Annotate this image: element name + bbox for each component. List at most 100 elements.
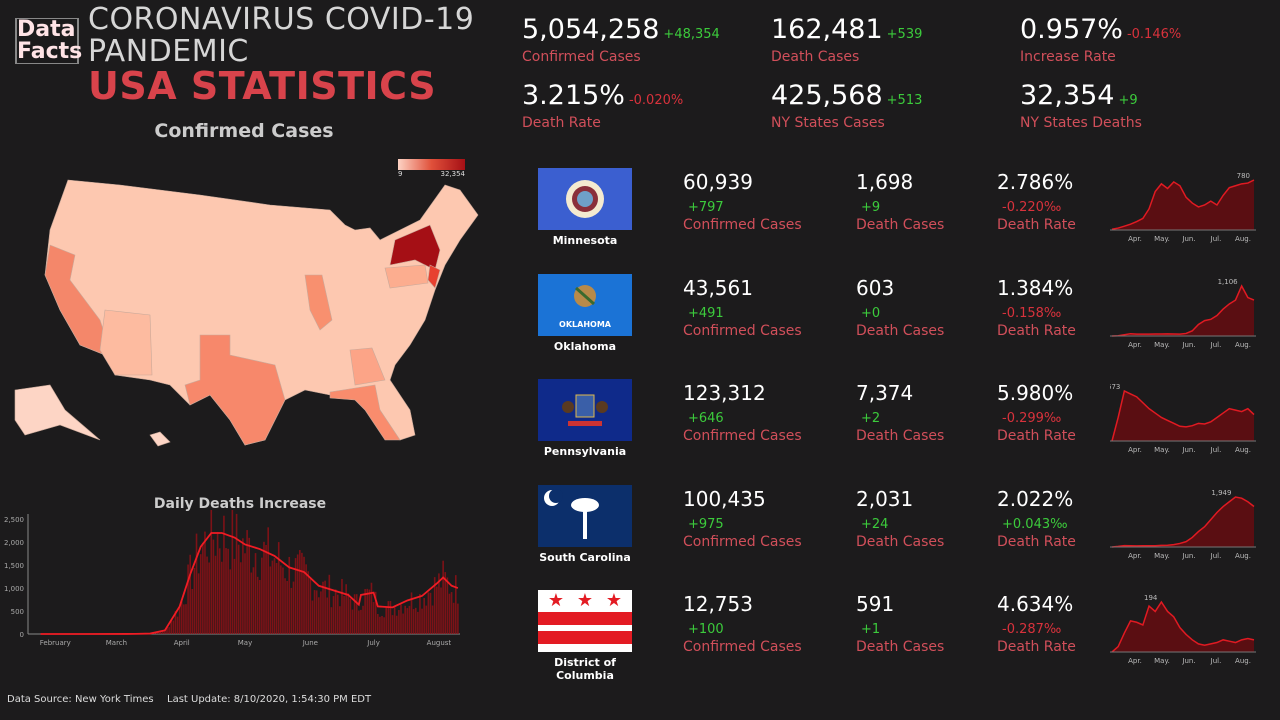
daily-death-bar	[223, 515, 225, 634]
sparkline-month-label: Aug.	[1235, 341, 1251, 349]
svg-text:★: ★	[606, 590, 622, 611]
daily-death-bar	[387, 601, 390, 634]
daily-death-bar	[303, 556, 305, 634]
daily-death-bar	[164, 629, 166, 634]
state-stat-delta: -0.299‰	[1002, 411, 1062, 426]
daily-death-bar	[189, 554, 191, 634]
daily-death-bar	[400, 604, 402, 634]
daily-death-bar	[355, 594, 358, 634]
state-name: Pennsylvania	[543, 445, 627, 458]
stat-value: 32,354	[1020, 80, 1115, 111]
state-stat-delta: +9	[861, 200, 881, 215]
daily-death-bar	[368, 589, 371, 634]
state-row[interactable]: ★ ★ ★ District of Columbia 12,753 +100 Confir…	[530, 590, 1270, 695]
usa-choropleth-map[interactable]	[0, 170, 490, 455]
daily-death-bar	[404, 605, 406, 634]
stat-label: NY States Cases	[771, 115, 885, 131]
daily-death-bar	[349, 598, 352, 634]
state-stat-label: Death Rate	[997, 428, 1076, 444]
stat-value: 162,481	[771, 14, 883, 45]
state-stat-label: Death Cases	[856, 639, 945, 655]
x-tick-label: March	[106, 639, 127, 647]
x-tick-label: May	[238, 639, 252, 647]
daily-death-bar	[231, 510, 234, 634]
state-name: South Carolina	[539, 550, 631, 564]
daily-death-bar	[193, 568, 196, 634]
state-row[interactable]: Minnesota 60,939 +797 Confirmed Cases 1,698 +…	[530, 168, 1270, 273]
daily-death-bar	[326, 597, 329, 634]
state-stat-value: 100,435	[683, 486, 766, 511]
state-stat-value: 5.980%	[997, 381, 1074, 405]
daily-death-bar	[421, 608, 423, 634]
daily-death-bar	[457, 603, 459, 634]
state-name: District of Columbia	[554, 656, 616, 682]
sparkline-area	[1112, 180, 1254, 230]
daily-death-bar	[214, 555, 217, 634]
sparkline-month-label: Apr.	[1128, 446, 1142, 454]
state-texas	[184, 334, 286, 446]
state-stat: 7,374 +2 Death Cases	[856, 381, 944, 444]
daily-death-bar	[292, 581, 295, 634]
x-tick-label: June	[302, 639, 318, 647]
daily-death-bar	[328, 574, 331, 634]
daily-death-bar	[180, 601, 183, 634]
daily-death-bar	[398, 610, 400, 634]
state-stat-label: Confirmed Cases	[683, 217, 802, 233]
state-stat-label: Confirmed Cases	[683, 533, 802, 550]
stat-label: Increase Rate	[1020, 49, 1116, 65]
sparkline-month-label: Jul.	[1210, 552, 1222, 560]
state-stat-label: Confirmed Cases	[683, 322, 802, 339]
y-tick-label: 1,000	[4, 585, 24, 593]
logo-line2: Facts	[17, 39, 83, 64]
state-stat: 2.786% -0.220‰ Death Rate	[997, 170, 1076, 233]
daily-death-bar	[172, 620, 175, 634]
daily-death-bar	[301, 552, 303, 634]
state-new-jersey	[427, 264, 441, 289]
sparkline-month-label: Apr.	[1128, 657, 1142, 665]
map-legend: 9 32,354	[398, 159, 465, 178]
daily-death-bar	[433, 577, 436, 634]
sparkline-month-label: May.	[1154, 657, 1170, 665]
state-stat-value: 4.634%	[997, 592, 1074, 616]
state-stat-value: 1,698	[856, 170, 914, 194]
daily-death-bar	[389, 601, 392, 634]
daily-death-bar	[345, 584, 347, 634]
daily-death-bar	[299, 550, 301, 634]
daily-death-bar	[280, 565, 282, 634]
daily-death-bar	[454, 575, 457, 634]
daily-death-bar	[339, 606, 341, 634]
stat-value: 3.215%	[522, 80, 625, 111]
daily-death-bar	[429, 592, 432, 634]
daily-death-bar	[256, 576, 259, 634]
sparkline-line	[1111, 495, 1255, 548]
stat-label: Death Rate	[522, 115, 601, 131]
daily-death-bar	[381, 615, 383, 634]
svg-text:★: ★	[577, 590, 593, 611]
sparkline-month-label: Apr.	[1128, 341, 1142, 349]
daily-death-bar	[343, 595, 345, 634]
x-tick-label: February	[40, 639, 71, 647]
y-tick-label: 0	[20, 631, 24, 639]
daily-death-bar	[258, 579, 261, 634]
svg-text:★: ★	[548, 590, 564, 611]
sparkline-month-label: Jul.	[1210, 657, 1222, 665]
state-stat: 5.980% -0.299‰ Death Rate	[997, 381, 1076, 444]
state-row[interactable]: South Carolina 100,435 +975 Confirmed Cases…	[530, 484, 1270, 590]
state-stat-delta: -0.287‰	[1002, 622, 1062, 637]
daily-death-bar	[174, 611, 177, 634]
daily-death-bar	[176, 616, 179, 634]
daily-death-bar	[322, 581, 324, 634]
state-row[interactable]: OKLAHOMA Oklahoma 43,561 +491 Confirmed Cas…	[530, 273, 1270, 379]
daily-death-bar	[212, 539, 215, 634]
stat-delta: +539	[886, 27, 923, 42]
stat-delta: +513	[886, 93, 923, 108]
state-row[interactable]: Pennsylvania 123,312 +646 Confirmed Cases 7,…	[530, 379, 1270, 484]
state-stat-delta: -0.158‰	[1002, 305, 1062, 321]
stat-card: 3.215% -0.020% Death Rate	[522, 80, 683, 131]
state-stat-label: Death Rate	[997, 639, 1076, 655]
daily-death-bar	[244, 553, 246, 634]
daily-death-bar	[313, 590, 316, 634]
daily-death-bar	[166, 626, 168, 634]
sparkline-month-label: Jun.	[1181, 657, 1195, 665]
map-title: Confirmed Cases	[154, 120, 334, 142]
